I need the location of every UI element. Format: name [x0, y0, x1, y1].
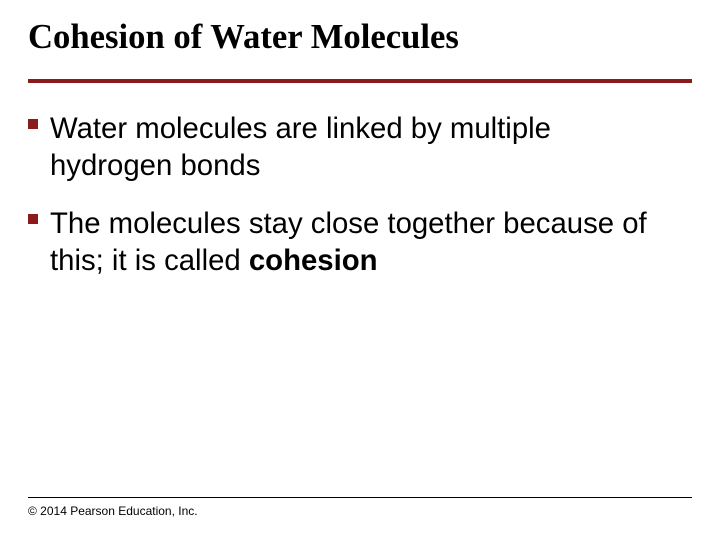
bullet-marker	[28, 119, 38, 129]
footer-rule	[28, 497, 692, 498]
bullet-text: The molecules stay close together becaus…	[50, 206, 650, 279]
slide: Cohesion of Water Molecules Water molecu…	[0, 0, 720, 540]
copyright-text: © 2014 Pearson Education, Inc.	[28, 504, 198, 518]
bullet-item: Water molecules are linked by multiple h…	[28, 111, 692, 184]
bullet-text: Water molecules are linked by multiple h…	[50, 111, 650, 184]
bullet-text-span: Water molecules are linked by multiple h…	[50, 112, 551, 182]
bullet-item: The molecules stay close together becaus…	[28, 206, 692, 279]
slide-title: Cohesion of Water Molecules	[28, 18, 692, 57]
bullet-text-bold: cohesion	[249, 244, 378, 277]
slide-body: Water molecules are linked by multiple h…	[28, 83, 692, 280]
bullet-marker	[28, 214, 38, 224]
